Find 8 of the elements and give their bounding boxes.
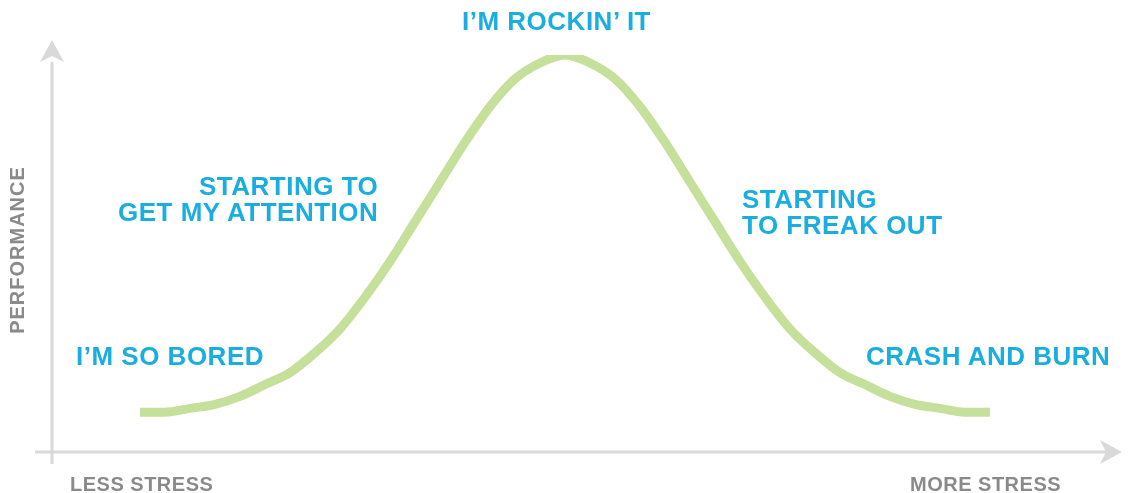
text: LESS STRESS bbox=[70, 473, 214, 493]
text: MORE STRESS bbox=[910, 473, 1062, 493]
text: I’M ROCKIN’ IT bbox=[462, 6, 651, 36]
annotation: STARTING TO GET MY ATTENTION bbox=[118, 171, 379, 227]
annotation: CRASH AND BURN bbox=[866, 341, 1111, 371]
annotation: I’M SO BORED bbox=[76, 341, 265, 371]
annotation: STARTING TO FREAK OUT bbox=[742, 184, 943, 240]
y-axis-title: PERFORMANCE bbox=[6, 166, 29, 334]
